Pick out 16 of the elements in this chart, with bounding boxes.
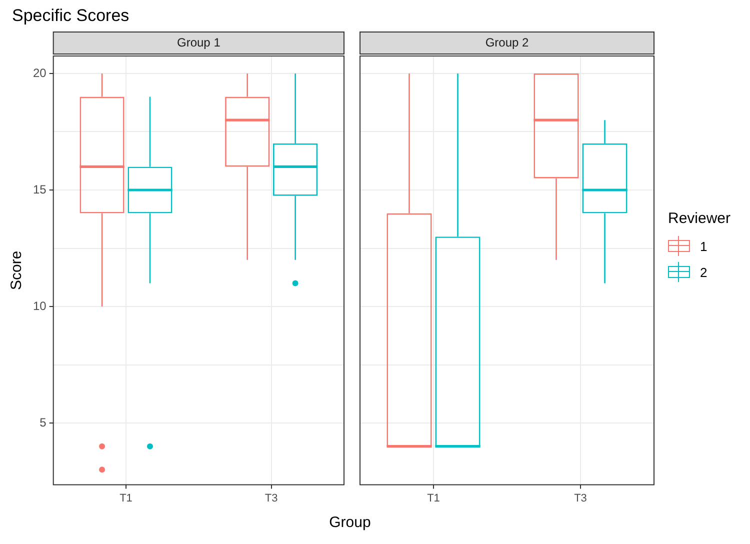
x-tick-label: T1 <box>120 492 132 504</box>
chart-subtitle: Group 2 <box>485 35 530 50</box>
legend-title: Reviewer <box>668 210 731 227</box>
x-tick-label: T3 <box>264 492 278 504</box>
y-tick-label: 10 <box>32 298 47 313</box>
x-tick-label: T1 <box>427 492 440 504</box>
chart-subtitle: Group 1 <box>176 35 221 50</box>
y-tick-label: 20 <box>32 66 47 80</box>
y-tick-label: 15 <box>32 182 47 196</box>
legend-label: 2 <box>700 264 708 280</box>
x-tick-label: T3 <box>574 492 587 504</box>
chart-title: Specific Scores <box>12 6 130 26</box>
y-tick-label: 5 <box>40 415 47 430</box>
legend-label: 1 <box>700 238 708 254</box>
y-axis-title: Score <box>8 250 26 290</box>
x-axis-title: Group <box>328 514 372 531</box>
